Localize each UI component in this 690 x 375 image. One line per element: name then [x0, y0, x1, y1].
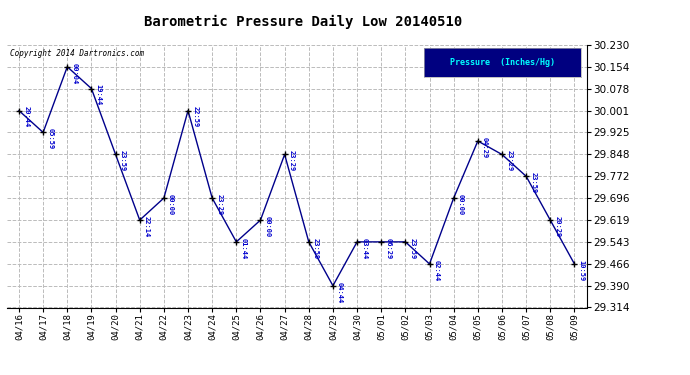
Text: 22:59: 22:59	[193, 106, 198, 128]
Text: 01:44: 01:44	[241, 238, 246, 259]
Text: 23:59: 23:59	[120, 150, 126, 171]
Text: 20:44: 20:44	[23, 106, 29, 128]
Text: 23:29: 23:29	[506, 150, 512, 171]
Text: 23:59: 23:59	[531, 172, 536, 194]
Text: 23:29: 23:29	[289, 150, 295, 171]
Text: 23:59: 23:59	[410, 238, 415, 259]
Text: 19:44: 19:44	[96, 84, 101, 106]
Text: 10:59: 10:59	[579, 260, 584, 281]
Text: 06:29: 06:29	[386, 238, 391, 259]
Text: Copyright 2014 Dartronics.com: Copyright 2014 Dartronics.com	[10, 49, 144, 58]
Text: 03:44: 03:44	[362, 238, 367, 259]
Text: Barometric Pressure Daily Low 20140510: Barometric Pressure Daily Low 20140510	[144, 15, 463, 29]
Text: 00:00: 00:00	[458, 194, 464, 215]
Text: 02:44: 02:44	[434, 260, 440, 281]
Text: 20:29: 20:29	[555, 216, 560, 237]
Text: 00:00: 00:00	[168, 194, 174, 215]
Text: 00:00: 00:00	[265, 216, 270, 237]
Text: 00:04: 00:04	[72, 63, 77, 84]
Text: 23:59: 23:59	[313, 238, 319, 259]
Text: 22:14: 22:14	[144, 216, 150, 237]
Text: 23:29: 23:29	[217, 194, 222, 215]
Text: 04:44: 04:44	[337, 282, 343, 303]
Text: 04:29: 04:29	[482, 137, 488, 158]
Text: 05:59: 05:59	[48, 128, 53, 150]
